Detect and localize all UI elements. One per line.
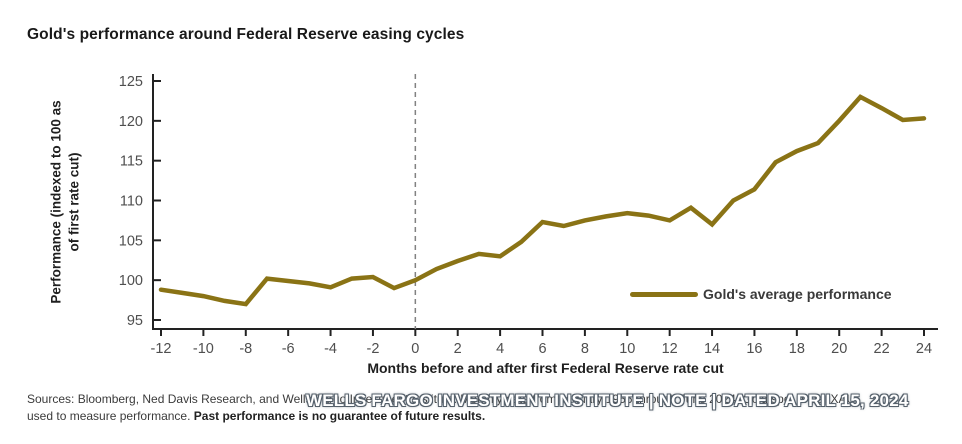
y-tick-label: 95 bbox=[127, 313, 143, 329]
legend-label: Gold's average performance bbox=[703, 286, 892, 302]
x-tick-label: 16 bbox=[746, 341, 762, 357]
x-tick-label: 4 bbox=[496, 341, 504, 357]
x-tick-label: 24 bbox=[916, 341, 932, 357]
y-axis-label-line1: Performance (indexed to 100 as bbox=[48, 100, 64, 304]
x-tick-label: 18 bbox=[789, 341, 805, 357]
x-tick-label: 20 bbox=[831, 341, 847, 357]
x-tick-label: -8 bbox=[239, 341, 252, 357]
y-tick-label: 115 bbox=[120, 154, 143, 170]
x-tick-label: 10 bbox=[619, 341, 635, 357]
y-axis-label: Performance (indexed to 100 as of first … bbox=[47, 74, 82, 330]
chart-legend: Gold's average performance bbox=[630, 286, 892, 302]
y-tick-label: 125 bbox=[119, 74, 143, 90]
x-tick-label: -2 bbox=[366, 341, 379, 357]
axis-spine bbox=[152, 74, 938, 330]
sources-line-1: Sources: Bloomberg, Ned Davis Research, … bbox=[27, 392, 860, 406]
legend-line-swatch bbox=[630, 291, 698, 297]
x-tick-label: 22 bbox=[874, 341, 890, 357]
x-tick-label: 8 bbox=[581, 341, 589, 357]
x-tick-label: 14 bbox=[704, 341, 720, 357]
y-axis-label-wrap: Performance (indexed to 100 as of first … bbox=[40, 74, 90, 330]
source-note: Sources: Bloomberg, Ned Davis Research, … bbox=[27, 391, 962, 425]
x-tick-label: -6 bbox=[282, 341, 295, 357]
x-tick-label: -4 bbox=[324, 341, 337, 357]
y-tick-label: 100 bbox=[119, 273, 143, 289]
past-performance-disclaimer: Past performance is no guarantee of futu… bbox=[193, 409, 486, 424]
x-axis-label: Months before and after first Federal Re… bbox=[367, 360, 724, 376]
x-tick-label: -10 bbox=[193, 341, 214, 357]
x-tick-label: 0 bbox=[411, 341, 419, 357]
y-tick-label: 110 bbox=[120, 194, 143, 210]
y-tick-label: 105 bbox=[119, 233, 143, 249]
sources-line-2-text: used to measure performance. bbox=[27, 409, 194, 424]
gold-performance-line bbox=[158, 94, 927, 307]
y-axis-label-line2: of first rate cut) bbox=[66, 152, 81, 252]
sources-line-2: used to measure performance. Past perfor… bbox=[27, 408, 962, 425]
page-title: Gold's performance around Federal Reserv… bbox=[27, 26, 465, 43]
x-tick-label: 12 bbox=[662, 341, 678, 357]
watermark-text: WELLS FARGO INVESTMENT INSTITUTE | NOTE … bbox=[306, 391, 909, 410]
y-tick-label: 120 bbox=[119, 114, 143, 130]
x-tick-label: -12 bbox=[151, 341, 172, 357]
x-tick-label: 2 bbox=[454, 341, 462, 357]
x-tick-label: 6 bbox=[538, 341, 546, 357]
